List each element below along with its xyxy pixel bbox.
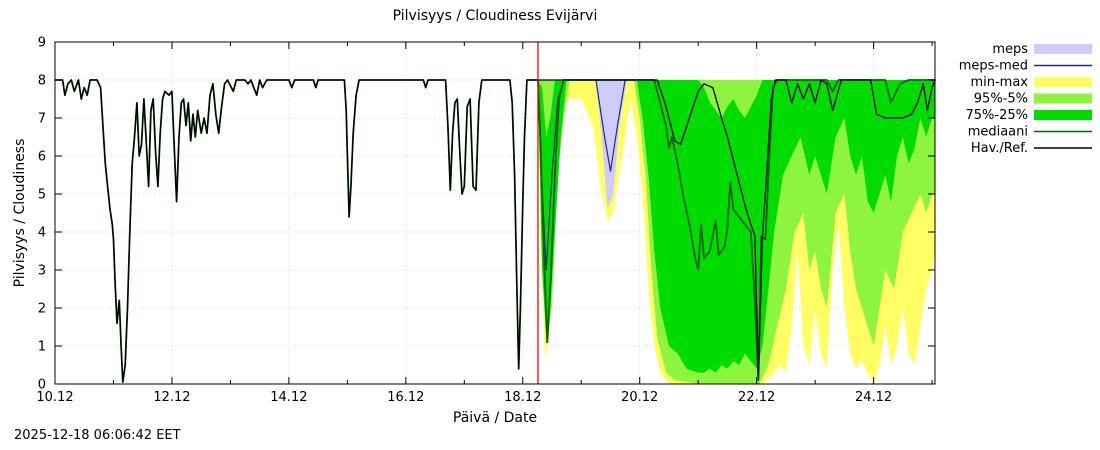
havref-line <box>54 79 936 383</box>
legend-label-p95: 95%-5% <box>974 92 1028 107</box>
legend-swatch-p95 <box>1034 93 1092 104</box>
forecast-bands <box>538 80 935 384</box>
band-p75 <box>538 80 935 373</box>
legend-swatch-p75 <box>1034 110 1092 120</box>
plot-border <box>54 41 936 385</box>
y-tick-label: 1 <box>38 340 46 355</box>
y-tick-label: 5 <box>38 188 46 203</box>
x-tick-label: 12.12 <box>153 390 190 405</box>
legend-label-meps_med: meps-med <box>959 59 1028 74</box>
legend-label-minmax: min-max <box>970 75 1028 90</box>
legend-label-p75: 75%-25% <box>966 108 1028 123</box>
y-tick-label: 7 <box>38 112 46 127</box>
y-tick-label: 0 <box>38 378 46 393</box>
x-tick-label: 16.12 <box>387 390 424 405</box>
x-tick-label: 14.12 <box>270 390 307 405</box>
y-tick-label: 3 <box>38 264 46 279</box>
legend-label-mediaani: mediaani <box>968 125 1028 140</box>
x-tick-label: 18.12 <box>504 390 541 405</box>
y-tick-label: 4 <box>38 226 46 241</box>
legend-label-havref: Hav./Ref. <box>971 141 1028 156</box>
y-tick-label: 6 <box>38 150 46 165</box>
x-tick-label: 10.12 <box>36 390 73 405</box>
x-axis-label: Päivä / Date <box>452 410 538 426</box>
x-tick-label: 24.12 <box>855 390 892 405</box>
y-tick-label: 9 <box>38 36 46 51</box>
legend-swatch-meps <box>1034 44 1092 54</box>
x-tick-label: 20.12 <box>621 390 658 405</box>
y-axis-label: Pilvisyys / Cloudiness <box>12 138 28 288</box>
legend-label-meps: meps <box>992 42 1028 57</box>
y-tick-label: 8 <box>38 74 46 89</box>
axes: 10.12 12.12 14.12 16.12 18.12 20.12 22.12 24.12… <box>36 36 936 405</box>
legend-swatch-minmax <box>1034 77 1092 87</box>
chart-title: Pilvisyys / Cloudiness Evijärvi <box>392 8 598 24</box>
series-lines <box>54 79 936 384</box>
x-tick-label: 22.12 <box>738 390 775 405</box>
y-tick-label: 2 <box>38 302 46 317</box>
timestamp: 2025-12-18 06:06:42 EET <box>14 428 181 443</box>
